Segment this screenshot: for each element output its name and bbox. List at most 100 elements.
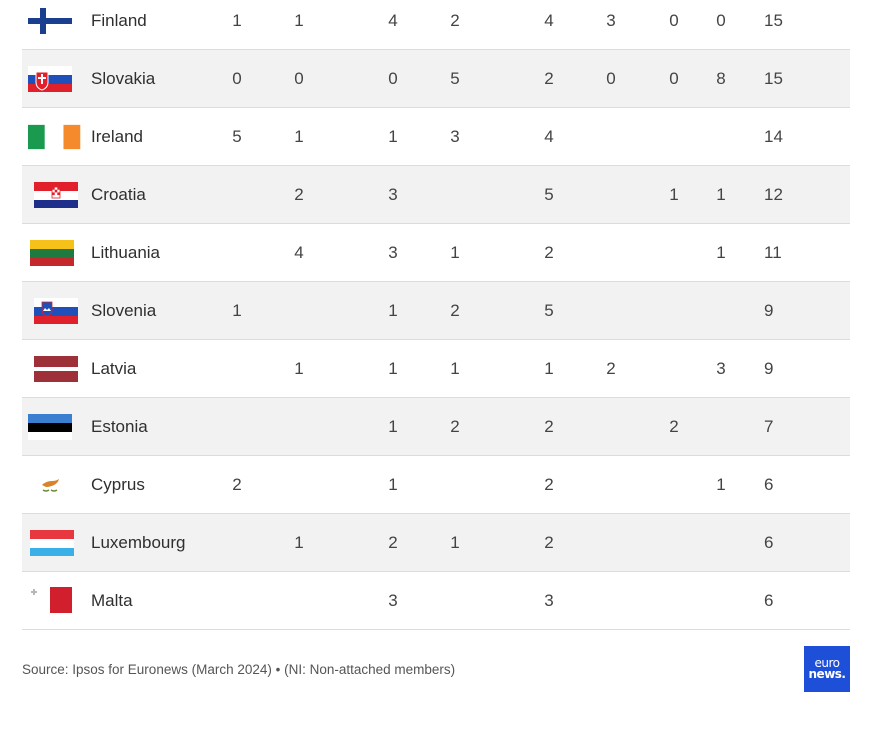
logo-text-bottom: news.: [808, 667, 846, 681]
country-name: Cyprus: [91, 475, 145, 494]
table-cell: 1: [294, 127, 304, 146]
table-cell: 2: [450, 417, 460, 436]
table-cell: 1: [450, 243, 460, 262]
table-row: Slovakia 0 0 0 5 2 0 0 8 15: [22, 50, 850, 108]
table-cell: 5: [544, 185, 554, 204]
table-cell: 0: [388, 69, 398, 88]
cyprus-flag-icon: [28, 472, 72, 498]
table-row: Cyprus 2 1 2 1 6: [22, 456, 850, 514]
table-cell: 5: [450, 69, 460, 88]
table-row: Estonia 1 2 2 2 7: [22, 398, 850, 456]
table-cell: 2: [544, 243, 554, 262]
total-cell: 12: [764, 185, 783, 204]
finland-flag-icon: [28, 8, 72, 34]
source-note: Source: Ipsos for Euronews (March 2024) …: [22, 662, 456, 677]
table-cell: 1: [450, 359, 460, 378]
table-cell: 1: [388, 359, 398, 378]
total-cell: 15: [764, 11, 783, 30]
table-cell: 1: [450, 533, 460, 552]
table-cell: 0: [232, 69, 242, 88]
malta-flag-icon: [28, 587, 72, 613]
table-cell: 2: [669, 417, 679, 436]
table-cell: 1: [388, 475, 398, 494]
table-cell: 2: [294, 185, 304, 204]
table-cell: 2: [544, 475, 554, 494]
table-cell: 2: [450, 11, 460, 30]
country-name: Estonia: [91, 417, 148, 436]
country-name: Slovakia: [91, 69, 156, 88]
estonia-flag-icon: [28, 414, 72, 440]
table-cell: 3: [544, 591, 554, 610]
table-cell: 1: [232, 301, 242, 320]
table-row: Latvia 1 1 1 1 2 3 9: [22, 340, 850, 398]
table-cell: 4: [544, 11, 554, 30]
total-cell: 9: [764, 359, 774, 378]
table-cell: 1: [388, 301, 398, 320]
table-cell: 1: [716, 185, 726, 204]
table-cell: 0: [606, 69, 616, 88]
table-cell: 1: [388, 127, 398, 146]
table-cell: 1: [669, 185, 679, 204]
table-cell: 2: [544, 69, 554, 88]
table-row: Finland 1 1 4 2 4 3 0 0 15: [22, 0, 850, 50]
croatia-flag-icon: [34, 182, 78, 208]
total-cell: 7: [764, 417, 774, 436]
table-cell: 1: [544, 359, 554, 378]
total-cell: 6: [764, 475, 774, 494]
table-cell: 0: [294, 69, 304, 88]
table-cell: 1: [716, 243, 726, 262]
table-row: Slovenia 1 1 2 5 9: [22, 282, 850, 340]
table-cell: 5: [544, 301, 554, 320]
table-cell: 4: [388, 11, 398, 30]
ireland-flag-icon: [28, 124, 81, 150]
table-row: Ireland 5 1 1 3 4 14: [22, 108, 850, 166]
table-row: Croatia 2 3 5 1 1 12: [22, 166, 850, 224]
logo-text-top: euro: [814, 656, 841, 670]
total-cell: 15: [764, 69, 783, 88]
table-cell: 1: [294, 533, 304, 552]
country-name: Lithuania: [91, 243, 161, 262]
table-cell: 4: [544, 127, 554, 146]
slovenia-flag-icon: [34, 298, 78, 324]
country-name: Latvia: [91, 359, 137, 378]
table-row: Luxembourg 1 2 1 2 6: [22, 514, 850, 572]
country-name: Malta: [91, 591, 133, 610]
total-cell: 6: [764, 533, 774, 552]
table-cell: 3: [716, 359, 726, 378]
luxembourg-flag-icon: [30, 530, 74, 556]
total-cell: 11: [764, 243, 782, 262]
table-cell: 2: [544, 417, 554, 436]
table-cell: 1: [388, 417, 398, 436]
table-cell: 2: [450, 301, 460, 320]
total-cell: 6: [764, 591, 774, 610]
total-cell: 9: [764, 301, 774, 320]
table-cell: 3: [388, 591, 398, 610]
country-name: Ireland: [91, 127, 143, 146]
table-cell: 3: [450, 127, 460, 146]
table-cell: 1: [232, 11, 242, 30]
table-cell: 1: [294, 11, 304, 30]
country-name: Croatia: [91, 185, 146, 204]
euronews-logo[interactable]: euro news.: [804, 646, 850, 692]
table-cell: 2: [388, 533, 398, 552]
table-row: Malta 3 3 6: [22, 572, 850, 630]
table-cell: 2: [544, 533, 554, 552]
results-table: Finland 1 1 4 2 4 3 0 0 15 Slovakia 0 0 …: [22, 0, 850, 630]
table-cell: 0: [669, 69, 679, 88]
table-row: Lithuania 4 3 1 2 1 11: [22, 224, 850, 282]
table-cell: 3: [606, 11, 616, 30]
latvia-flag-icon: [34, 356, 78, 382]
table-cell: 1: [716, 475, 726, 494]
table-cell: 3: [388, 243, 398, 262]
table-cell: 8: [716, 69, 726, 88]
table-cell: 5: [232, 127, 242, 146]
country-name: Luxembourg: [91, 533, 186, 552]
table-cell: 4: [294, 243, 304, 262]
lithuania-flag-icon: [30, 240, 74, 266]
table-cell: 3: [388, 185, 398, 204]
table-cell: 2: [232, 475, 242, 494]
country-name: Slovenia: [91, 301, 157, 320]
total-cell: 14: [764, 127, 783, 146]
table-cell: 1: [294, 359, 304, 378]
table-cell: 2: [606, 359, 616, 378]
